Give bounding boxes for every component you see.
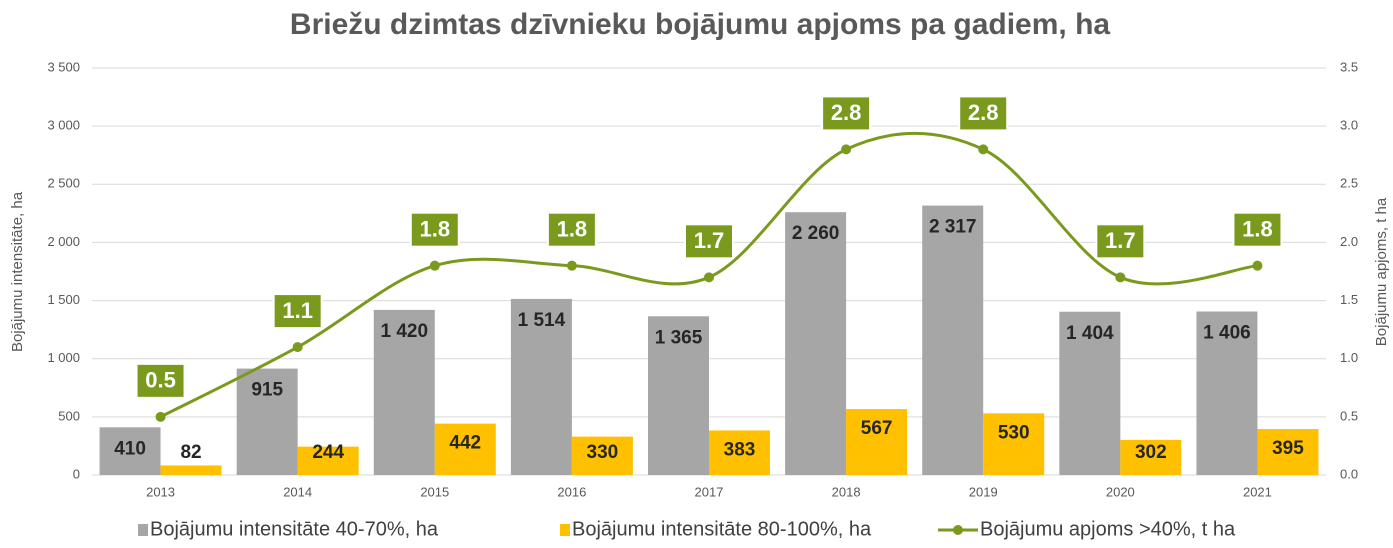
x-tick-label: 2018 xyxy=(832,484,861,499)
x-tick-label: 2013 xyxy=(146,484,175,499)
bar xyxy=(373,309,435,475)
line-point xyxy=(978,144,989,155)
y2-tick-label: 0.0 xyxy=(1340,466,1358,481)
data-label: 2 317 xyxy=(929,217,977,238)
line xyxy=(159,132,1258,419)
y2-tick-label: 2.0 xyxy=(1340,234,1358,249)
data-label: 330 xyxy=(587,442,619,463)
data-label: 0.5 xyxy=(145,368,176,393)
label-box xyxy=(1232,211,1283,248)
data-label: 1.7 xyxy=(1105,228,1136,253)
data-label: 1 420 xyxy=(381,321,429,342)
y-tick-label: 1 000 xyxy=(47,350,80,365)
data-label: 2.8 xyxy=(831,100,862,125)
y-tick-label: 3 500 xyxy=(47,59,80,74)
label-box xyxy=(1095,223,1146,260)
bar xyxy=(434,423,496,475)
y2-tick-label: 2.5 xyxy=(1340,176,1358,191)
bar xyxy=(846,409,908,475)
label-box xyxy=(409,211,460,248)
label-box xyxy=(958,95,1009,132)
label-box xyxy=(272,293,323,330)
bar xyxy=(983,413,1045,475)
data-label: 302 xyxy=(1135,442,1167,463)
data-label: 442 xyxy=(449,433,481,454)
data-label: 82 xyxy=(180,442,201,463)
data-label: 1 406 xyxy=(1203,323,1251,344)
data-label: 2.8 xyxy=(968,100,999,125)
y-axis-title: Bojājumu intensitāte, ha xyxy=(9,191,26,352)
line-point xyxy=(841,144,852,155)
line-point xyxy=(566,260,577,271)
x-tick-label: 2014 xyxy=(283,484,312,499)
bar xyxy=(571,436,633,475)
bar xyxy=(648,316,709,475)
data-label: 567 xyxy=(861,418,893,439)
x-tick-label: 2020 xyxy=(1106,484,1135,499)
data-label: 395 xyxy=(1272,438,1304,459)
chart-title: Briežu dzimtas dzīvnieku bojājumu apjoms… xyxy=(290,8,1110,41)
bar xyxy=(1257,429,1319,475)
y2-tick-label: 1.5 xyxy=(1340,292,1358,307)
data-label: 530 xyxy=(998,422,1030,443)
data-label: 410 xyxy=(114,438,146,459)
legend-label: Bojājumu apjoms >40%, t ha xyxy=(980,518,1236,540)
bar xyxy=(160,465,222,475)
bar xyxy=(709,430,770,475)
y2-tick-label: 0.5 xyxy=(1340,408,1358,423)
line-point xyxy=(1115,272,1126,283)
data-label: 915 xyxy=(251,380,283,401)
y-tick-label: 3 000 xyxy=(47,118,80,133)
bar xyxy=(1196,311,1258,475)
data-label: 1.7 xyxy=(694,228,725,253)
x-tick-label: 2019 xyxy=(969,484,998,499)
legend-swatch xyxy=(138,524,148,536)
y-tick-label: 2 500 xyxy=(47,176,80,191)
y2-tick-label: 1.0 xyxy=(1340,350,1358,365)
data-label: 1.8 xyxy=(557,216,588,241)
label-box xyxy=(135,362,186,399)
y2-tick-label: 3.5 xyxy=(1340,59,1358,74)
line-point xyxy=(292,342,303,353)
y-tick-label: 0 xyxy=(73,466,80,481)
bar xyxy=(922,205,984,476)
line-point xyxy=(155,411,166,422)
data-label: 383 xyxy=(724,439,756,460)
x-tick-label: 2015 xyxy=(420,484,449,499)
line-point xyxy=(704,272,714,283)
label-box xyxy=(821,95,872,132)
label-box xyxy=(546,211,597,248)
y-tick-label: 1 500 xyxy=(47,292,80,307)
x-tick-label: 2021 xyxy=(1243,484,1272,499)
bar xyxy=(297,446,359,475)
data-label: 1 404 xyxy=(1066,323,1114,344)
y-tick-label: 500 xyxy=(58,408,80,423)
y2-tick-label: 3.0 xyxy=(1340,118,1358,133)
data-label: 1.8 xyxy=(419,216,450,241)
label-box xyxy=(684,223,734,260)
bar xyxy=(785,212,847,476)
x-tick-label: 2016 xyxy=(557,484,586,499)
legend-swatch xyxy=(953,525,963,535)
y-tick-label: 2 000 xyxy=(47,234,80,249)
legend-swatch xyxy=(560,524,570,536)
data-label: 2 260 xyxy=(792,223,840,244)
data-label: 244 xyxy=(312,442,344,463)
bar xyxy=(236,368,298,475)
bar xyxy=(99,427,161,475)
line-point xyxy=(1252,260,1263,271)
legend-label: Bojājumu intensitāte 40-70%, ha xyxy=(150,518,439,540)
legend-label: Bojājumu intensitāte 80-100%, ha xyxy=(572,518,872,540)
data-label: 1.8 xyxy=(1242,216,1273,241)
bar xyxy=(1059,311,1121,475)
bar xyxy=(510,298,572,475)
data-label: 1.1 xyxy=(282,298,313,323)
bar xyxy=(1120,439,1182,475)
line-point xyxy=(429,260,440,271)
x-tick-label: 2017 xyxy=(695,484,724,499)
y2-axis-title: Bojājumu apjoms, t ha xyxy=(1373,197,1390,346)
data-label: 1 514 xyxy=(518,310,566,331)
data-label: 1 365 xyxy=(655,327,703,348)
